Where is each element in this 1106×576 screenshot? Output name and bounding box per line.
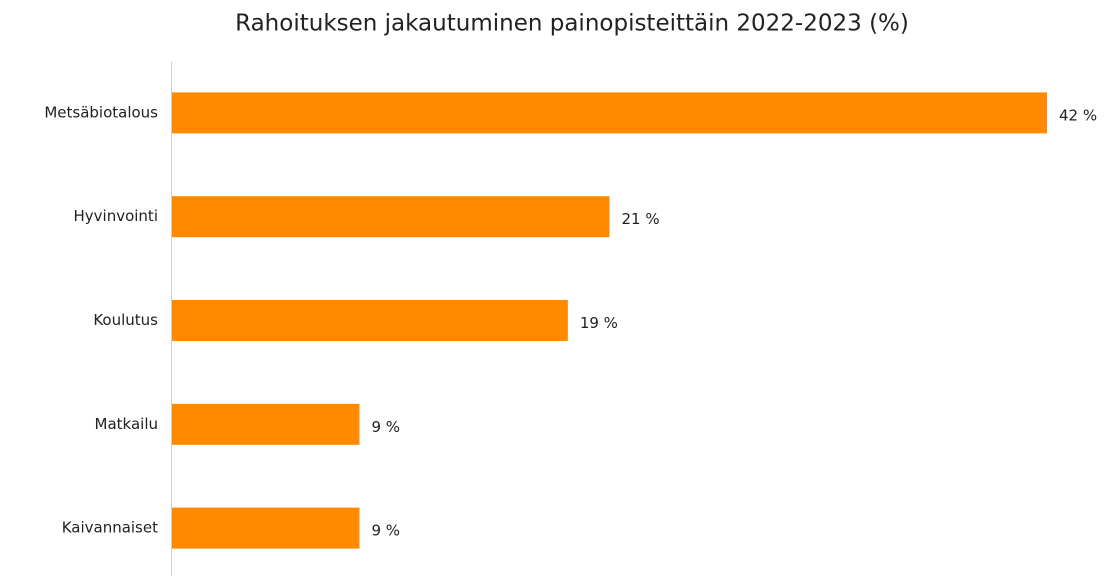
- category-label: Hyvinvointi: [74, 207, 159, 225]
- category-label: Kaivannaiset: [62, 519, 158, 537]
- category-label: Matkailu: [95, 415, 158, 433]
- chart-title: Rahoituksen jakautuminen painopisteittäi…: [235, 11, 909, 37]
- bar: [172, 507, 360, 549]
- category-label: Metsäbiotalous: [44, 103, 158, 121]
- category-label: Koulutus: [93, 311, 158, 329]
- value-label: 9 %: [372, 418, 401, 436]
- value-label: 21 %: [622, 210, 660, 228]
- value-label: 19 %: [580, 314, 618, 332]
- value-label: 9 %: [372, 522, 401, 540]
- value-label: 42 %: [1059, 106, 1097, 124]
- bar: [172, 196, 610, 238]
- bar: [172, 92, 1047, 134]
- bar: [172, 403, 360, 445]
- bar: [172, 300, 568, 341]
